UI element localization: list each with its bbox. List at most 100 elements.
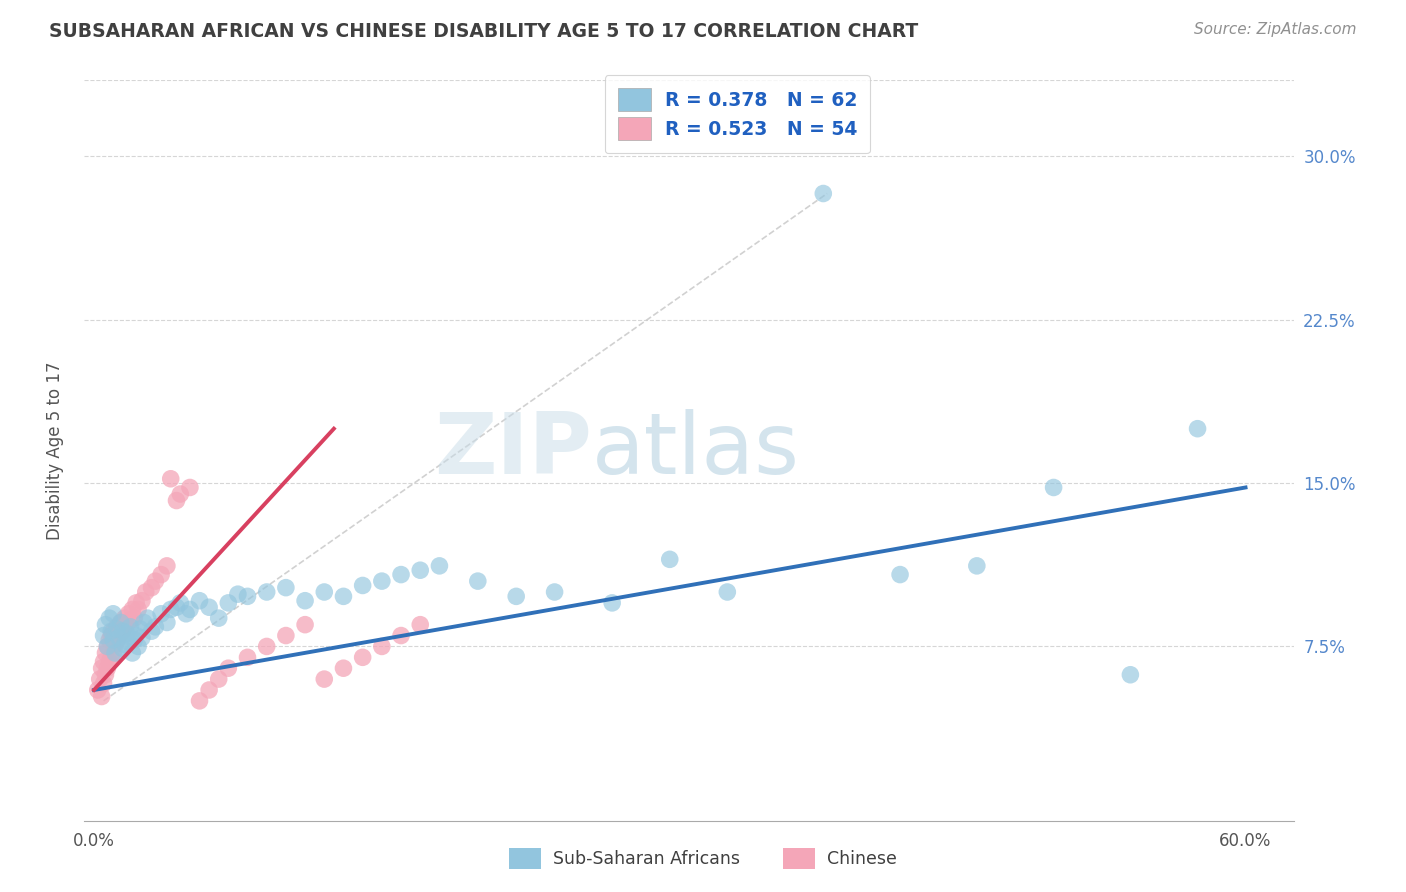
Point — [105, 622, 128, 636]
Point — [94, 646, 117, 660]
Point — [122, 611, 145, 625]
Point — [314, 672, 336, 686]
Point — [93, 655, 115, 669]
Point — [156, 558, 179, 573]
Point — [208, 672, 231, 686]
Point — [104, 646, 127, 660]
Point — [600, 596, 623, 610]
Point — [352, 650, 374, 665]
Point — [658, 552, 681, 566]
Point — [159, 472, 181, 486]
Point — [274, 628, 297, 642]
Point — [111, 624, 134, 639]
Point — [100, 650, 122, 665]
Point — [226, 587, 249, 601]
Point — [100, 628, 122, 642]
Point — [115, 626, 138, 640]
Point — [332, 590, 354, 604]
Point — [179, 481, 201, 495]
Point — [117, 635, 139, 649]
Point — [1187, 422, 1209, 436]
Point — [104, 637, 127, 651]
Point — [159, 602, 181, 616]
Point — [132, 615, 155, 630]
Point — [332, 661, 354, 675]
Point — [90, 690, 112, 704]
Point — [1119, 667, 1142, 681]
Point — [87, 683, 110, 698]
Point — [352, 578, 374, 592]
Point — [111, 641, 134, 656]
Point — [105, 620, 128, 634]
Point — [98, 655, 121, 669]
Point — [198, 683, 221, 698]
Point — [96, 640, 118, 654]
Point — [217, 596, 239, 610]
Point — [236, 590, 259, 604]
Point — [208, 611, 231, 625]
Point — [98, 611, 121, 625]
Point — [93, 676, 115, 690]
Point — [166, 600, 188, 615]
Text: SUBSAHARAN AFRICAN VS CHINESE DISABILITY AGE 5 TO 17 CORRELATION CHART: SUBSAHARAN AFRICAN VS CHINESE DISABILITY… — [49, 22, 918, 41]
Point — [169, 487, 191, 501]
Point — [121, 646, 143, 660]
Point — [409, 617, 432, 632]
Point — [94, 617, 117, 632]
Point — [135, 585, 157, 599]
Point — [174, 607, 197, 621]
Point — [127, 640, 149, 654]
Point — [120, 613, 142, 627]
Point — [122, 632, 145, 647]
Point — [429, 558, 451, 573]
Point — [115, 617, 138, 632]
Point — [100, 624, 122, 639]
Point — [543, 585, 565, 599]
Point — [145, 620, 167, 634]
Point — [108, 628, 131, 642]
Point — [141, 581, 163, 595]
Text: atlas: atlas — [592, 409, 800, 492]
Point — [150, 567, 173, 582]
Point — [371, 574, 394, 588]
Point — [101, 607, 124, 621]
Point — [105, 632, 128, 647]
Point — [129, 622, 152, 636]
Point — [813, 186, 835, 201]
Point — [389, 628, 412, 642]
Point — [108, 631, 131, 645]
Point — [156, 615, 179, 630]
Point — [94, 667, 117, 681]
Point — [217, 661, 239, 675]
Point — [889, 567, 911, 582]
Point — [120, 620, 142, 634]
Point — [166, 493, 188, 508]
Point — [169, 596, 191, 610]
Point — [111, 624, 134, 639]
Point — [150, 607, 173, 621]
Point — [966, 558, 988, 573]
Text: ZIP: ZIP — [434, 409, 592, 492]
Point — [1042, 481, 1064, 495]
Point — [114, 611, 136, 625]
Point — [89, 672, 111, 686]
Point — [371, 640, 394, 654]
Point — [101, 632, 124, 647]
Legend: Sub-Saharan Africans, Chinese: Sub-Saharan Africans, Chinese — [502, 841, 904, 876]
Point — [101, 624, 124, 639]
Point — [314, 585, 336, 599]
Point — [274, 581, 297, 595]
Point — [389, 567, 412, 582]
Point — [90, 661, 112, 675]
Point — [96, 640, 118, 654]
Point — [409, 563, 432, 577]
Legend: R = 0.378   N = 62, R = 0.523   N = 54: R = 0.378 N = 62, R = 0.523 N = 54 — [605, 75, 870, 153]
Point — [188, 593, 211, 607]
Point — [114, 637, 136, 651]
Point — [101, 646, 124, 660]
Point — [96, 661, 118, 675]
Point — [131, 593, 153, 607]
Point — [131, 631, 153, 645]
Point — [141, 624, 163, 639]
Point — [505, 590, 527, 604]
